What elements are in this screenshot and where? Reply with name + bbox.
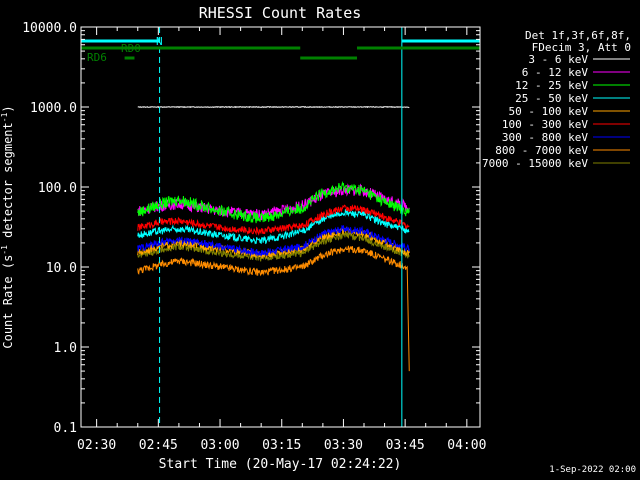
legend-header-line-1: Det 1f,3f,6f,8f,	[525, 29, 631, 42]
legend-entry-label: 25 - 50 keV	[515, 92, 588, 105]
x-axis: 02:30 02:45 03:00 03:15 03:30 03:45 04:00	[77, 27, 486, 453]
saa-label: RD0	[121, 42, 141, 55]
y-tick-label: 10.0	[46, 261, 77, 276]
legend-entry-label: 7000 - 15000 keV	[482, 157, 588, 170]
y-axis: 10000.0 1000.0 100.0 10.0 1.0 0.1	[22, 21, 480, 436]
night-label: N	[156, 35, 163, 48]
legend-header-line-2: FDecim 3, Att 0	[532, 41, 631, 54]
legend-entry-label: 300 - 800 keV	[502, 131, 588, 144]
y-axis-label: Count Rate (s-1 detector segment-1)	[0, 105, 15, 348]
y-tick-label: 1000.0	[30, 101, 77, 116]
x-tick-label: 02:45	[139, 438, 178, 453]
legend: Det 1f,3f,6f,8f, FDecim 3, Att 0 3 - 6 k…	[482, 29, 631, 170]
legend-entry-label: 800 - 7000 keV	[495, 144, 588, 157]
legend-entry-label: 50 - 100 keV	[509, 105, 589, 118]
legend-entry-label: 12 - 25 keV	[515, 79, 588, 92]
x-axis-label: Start Time (20-May-17 02:24:22)	[159, 457, 402, 472]
x-tick-label: 03:30	[324, 438, 363, 453]
chart-title: RHESSI Count Rates	[199, 4, 362, 22]
plot-frame	[80, 26, 481, 428]
series-line	[137, 208, 410, 245]
legend-entry-label: 100 - 300 keV	[502, 118, 588, 131]
series-line	[137, 183, 410, 221]
series-line	[137, 245, 410, 372]
footer-date: 1-Sep-2022 02:00	[549, 465, 636, 475]
series-line	[137, 204, 410, 236]
series-layer	[137, 105, 410, 372]
x-tick-label: 03:00	[200, 438, 239, 453]
series-line	[137, 105, 410, 109]
x-tick-label: 02:30	[77, 438, 116, 453]
x-tick-label: 04:00	[447, 438, 486, 453]
x-tick-label: 03:45	[386, 438, 425, 453]
y-tick-label: 100.0	[38, 181, 77, 196]
series-line	[137, 180, 410, 224]
y-tick-label: 10000.0	[22, 21, 77, 36]
legend-entry-label: 3 - 6 keV	[528, 53, 588, 66]
legend-entry-label: 6 - 12 keV	[522, 66, 589, 79]
y-tick-label: 1.0	[54, 341, 77, 356]
decim-label: RD6	[87, 51, 107, 64]
series-line	[137, 224, 410, 257]
x-tick-label: 03:15	[262, 438, 301, 453]
y-tick-label: 0.1	[54, 421, 77, 436]
